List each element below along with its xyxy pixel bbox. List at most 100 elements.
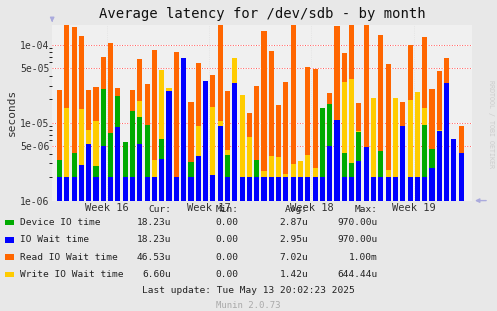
Bar	[313, 177, 318, 201]
Bar	[210, 177, 215, 201]
Bar	[342, 177, 347, 201]
Bar	[174, 52, 179, 201]
Bar	[386, 64, 391, 201]
Bar	[451, 167, 456, 201]
Bar	[232, 95, 238, 201]
Bar	[130, 111, 135, 201]
Bar	[72, 177, 77, 201]
Bar	[393, 99, 398, 201]
Text: RRDTOOL / TOBI OETIKER: RRDTOOL / TOBI OETIKER	[488, 81, 494, 168]
Bar	[57, 90, 62, 201]
Bar	[57, 177, 62, 201]
Bar	[393, 177, 398, 201]
Bar	[291, 177, 296, 201]
Bar	[210, 175, 215, 201]
Bar	[415, 118, 420, 201]
Bar	[349, 22, 354, 201]
Bar	[159, 70, 165, 201]
Bar	[108, 43, 113, 201]
Bar	[108, 133, 113, 201]
Bar	[79, 109, 84, 201]
Bar	[429, 149, 434, 201]
Bar	[232, 83, 238, 201]
Bar	[408, 45, 413, 201]
Bar	[444, 177, 449, 201]
Bar	[79, 165, 84, 201]
Bar	[225, 91, 230, 201]
Bar	[276, 157, 281, 201]
Bar	[166, 88, 171, 201]
Bar	[415, 92, 420, 201]
Text: Min:: Min:	[216, 205, 239, 214]
Bar	[64, 9, 70, 201]
Bar	[386, 177, 391, 201]
Text: Munin 2.0.73: Munin 2.0.73	[216, 301, 281, 310]
Bar	[93, 87, 98, 201]
Bar	[159, 139, 165, 201]
Bar	[378, 151, 383, 201]
Title: Average latency for /dev/sdb - by month: Average latency for /dev/sdb - by month	[99, 7, 425, 21]
Bar	[283, 174, 288, 201]
Bar	[408, 177, 413, 201]
Bar	[130, 91, 135, 201]
Bar	[123, 161, 128, 201]
Bar	[451, 139, 456, 201]
Bar	[320, 142, 325, 201]
Bar	[327, 93, 332, 201]
Bar	[305, 177, 310, 201]
Bar	[225, 177, 230, 201]
Bar	[64, 177, 70, 201]
Bar	[320, 114, 325, 201]
Bar	[371, 177, 376, 201]
Bar	[137, 59, 142, 201]
Bar	[356, 132, 361, 201]
Bar	[130, 177, 135, 201]
Bar	[400, 177, 406, 201]
Text: 0.00: 0.00	[216, 235, 239, 244]
Bar	[291, 164, 296, 201]
Text: 1.00m: 1.00m	[349, 253, 378, 262]
Text: IO Wait time: IO Wait time	[20, 235, 89, 244]
Bar	[123, 142, 128, 201]
Bar	[115, 127, 120, 201]
Bar	[86, 177, 91, 201]
Bar	[203, 120, 208, 201]
Bar	[203, 110, 208, 201]
Bar	[422, 177, 427, 201]
Bar	[218, 177, 223, 201]
Bar	[166, 177, 171, 201]
Bar	[145, 177, 150, 201]
Bar	[166, 91, 171, 201]
Bar	[247, 177, 252, 201]
Bar	[115, 177, 120, 201]
Bar	[247, 177, 252, 201]
Bar	[130, 177, 135, 201]
Bar	[349, 163, 354, 201]
Bar	[174, 177, 179, 201]
Bar	[298, 161, 303, 201]
Bar	[371, 123, 376, 201]
Bar	[232, 58, 238, 201]
Bar	[72, 27, 77, 201]
Bar	[349, 79, 354, 201]
Bar	[137, 101, 142, 201]
Bar	[196, 126, 201, 201]
Text: 2.87u: 2.87u	[279, 218, 308, 227]
Bar	[188, 162, 193, 201]
Bar	[364, 177, 369, 201]
Bar	[305, 177, 310, 201]
Bar	[247, 113, 252, 201]
Bar	[334, 134, 339, 201]
Bar	[429, 89, 434, 201]
Bar	[196, 156, 201, 201]
Bar	[123, 177, 128, 201]
Y-axis label: seconds: seconds	[7, 89, 17, 136]
Bar	[145, 84, 150, 201]
Bar	[101, 89, 106, 201]
Bar	[342, 82, 347, 201]
Bar	[86, 90, 91, 201]
Bar	[283, 177, 288, 201]
Bar	[115, 96, 120, 201]
Bar	[240, 95, 245, 201]
Bar	[422, 37, 427, 201]
